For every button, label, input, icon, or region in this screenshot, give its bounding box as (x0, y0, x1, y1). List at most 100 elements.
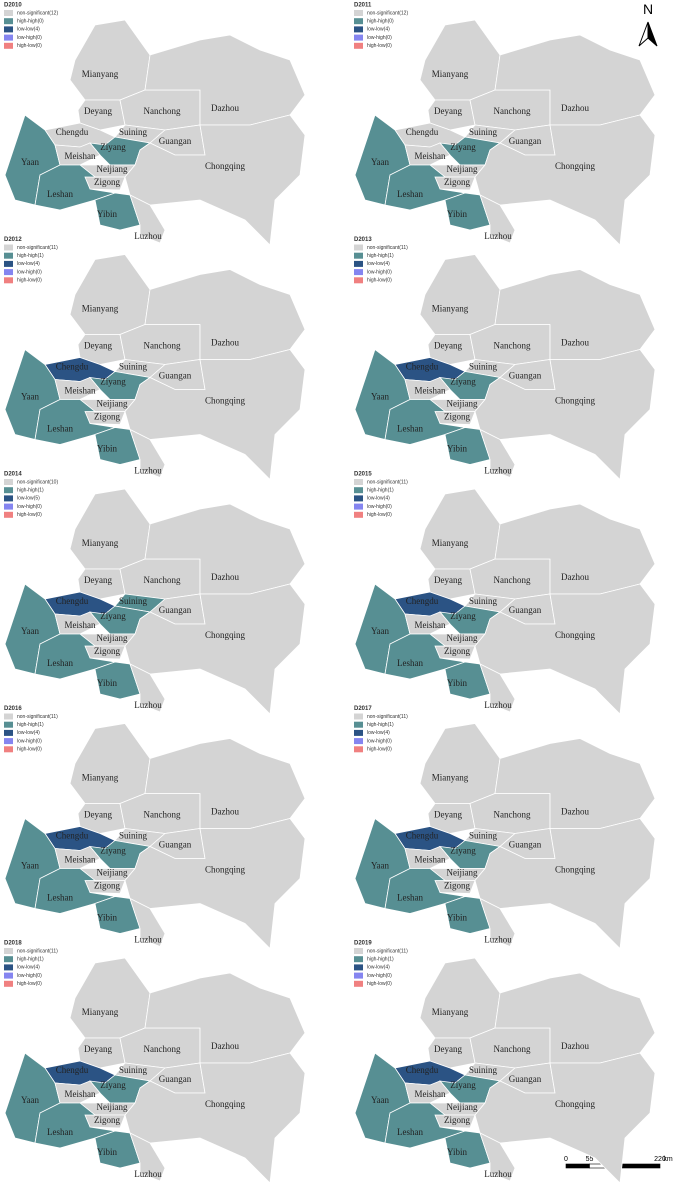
city-label: Chengdu (56, 362, 89, 372)
city-label: Luzhou (484, 700, 512, 710)
city-label: Chongqing (205, 1099, 246, 1109)
scale-label: 220 (654, 1156, 666, 1163)
city-label: Chengdu (56, 596, 89, 606)
city-label: Nanchong (494, 106, 531, 116)
city-label: Leshan (47, 658, 73, 668)
city-label: Meishan (65, 386, 96, 396)
legend-swatch (4, 479, 13, 485)
city-label: Luzhou (134, 700, 162, 710)
city-label: Mianyang (432, 538, 469, 548)
city-label: Leshan (47, 1127, 73, 1137)
region (129, 194, 166, 244)
city-label: Guangan (159, 840, 192, 850)
region (129, 897, 166, 948)
legend-swatch (4, 252, 13, 259)
city-label: Yibin (97, 209, 118, 219)
city-label: Dazhou (211, 807, 239, 817)
city-label: Leshan (397, 189, 423, 199)
legend-swatch (354, 252, 363, 259)
city-label: Chengdu (406, 831, 439, 841)
city-label: Ziyang (100, 377, 126, 387)
map-panel: Mianyang Deyang Nanchong Dazhou Chengdu Suini… (4, 472, 306, 715)
legend-swatch (4, 260, 13, 267)
legend-label: high-low(0) (17, 278, 42, 284)
city-label: Mianyang (82, 69, 119, 79)
city-label: Ziyang (450, 142, 476, 152)
city-label: Mianyang (82, 773, 119, 783)
legend-label: high-high(1) (17, 957, 44, 963)
legend-swatch (354, 277, 363, 284)
scale-unit: km (663, 1156, 673, 1163)
city-label: Luzhou (484, 466, 512, 476)
region (474, 583, 656, 715)
panel-title: D2018 (4, 941, 22, 947)
region (144, 972, 306, 1064)
city-label: Neijiang (97, 399, 128, 409)
city-label: Deyang (84, 810, 112, 820)
city-label: Yaan (21, 1095, 40, 1105)
legend-swatch (354, 503, 363, 510)
city-label: Yaan (371, 861, 390, 871)
city-label: Leshan (397, 1127, 423, 1137)
legend-label: low-low(4) (367, 261, 390, 267)
legend-swatch (4, 277, 13, 284)
city-label: Yaan (21, 626, 40, 636)
legend-label: high-low(0) (367, 981, 392, 987)
city-label: Yibin (447, 913, 468, 923)
city-label: Leshan (47, 189, 73, 199)
city-label: Dazhou (561, 572, 589, 582)
city-label: Ziyang (450, 1080, 476, 1090)
legend-swatch (4, 713, 13, 720)
legend-label: low-high(0) (17, 738, 42, 744)
panel-title: D2017 (354, 706, 372, 712)
region (419, 19, 501, 101)
legend-label: high-high(1) (367, 253, 394, 259)
legend-swatch (354, 479, 363, 485)
legend-label: non-significant(10) (17, 479, 58, 485)
panel-title: D2019 (354, 941, 372, 947)
legend-label: low-low(4) (17, 261, 40, 267)
city-label: Suining (119, 362, 148, 372)
region-layer: Mianyang Deyang Nanchong Dazhou Chengdu Suini… (4, 723, 306, 950)
legend-label: low-high(0) (367, 504, 392, 510)
legend-swatch (354, 713, 363, 720)
city-label: Chongqing (205, 161, 246, 171)
region (129, 1132, 166, 1182)
region (124, 114, 306, 246)
city-label: Ziyang (100, 611, 126, 621)
legend-label: high-low(0) (367, 512, 392, 518)
legend-swatch (354, 495, 363, 502)
legend-label: high-high(1) (17, 722, 44, 728)
legend-label: high-high(1) (17, 253, 44, 259)
legend-label: low-low(4) (367, 496, 390, 502)
legend-label: non-significant(11) (17, 948, 58, 954)
city-label: Deyang (84, 575, 112, 585)
region (479, 428, 516, 479)
legend-swatch (354, 511, 363, 518)
city-label: Yibin (447, 209, 468, 219)
city-label: Leshan (397, 424, 423, 434)
city-label: Neijiang (447, 1102, 478, 1112)
city-label: Dazhou (211, 1041, 239, 1051)
region (494, 34, 656, 126)
city-label: Meishan (415, 1089, 446, 1099)
city-label: Ziyang (450, 846, 476, 856)
city-label: Nanchong (144, 810, 181, 820)
north-label: N (643, 1, 653, 17)
city-label: Guangan (159, 1074, 192, 1084)
city-label: Meishan (415, 620, 446, 630)
legend-swatch (4, 18, 13, 25)
legend-swatch (354, 34, 363, 41)
legend-swatch (4, 738, 13, 745)
region (479, 663, 516, 713)
region (124, 818, 306, 950)
city-label: Deyang (434, 341, 462, 351)
city-label: Zigong (94, 881, 120, 891)
region (69, 19, 151, 101)
city-label: Luzhou (484, 1169, 512, 1179)
city-label: Guangan (509, 136, 542, 146)
region (479, 194, 516, 244)
city-label: Nanchong (494, 1044, 531, 1054)
city-label: Chongqing (555, 161, 596, 171)
city-label: Zigong (94, 177, 120, 187)
